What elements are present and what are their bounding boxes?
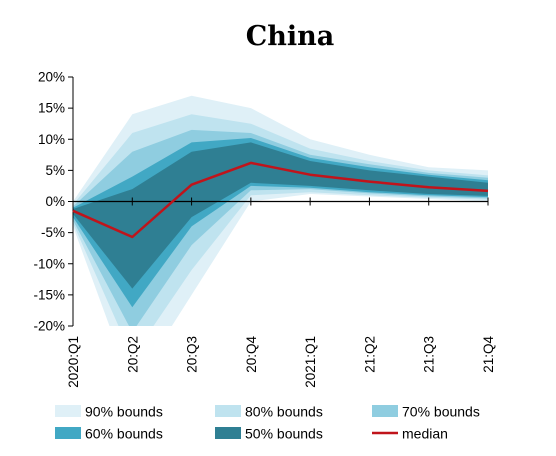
chart-title: China — [246, 21, 335, 52]
y-tick-label: 20% — [38, 70, 65, 85]
legend-label-median: median — [402, 426, 448, 442]
axes: 20% 15% 10% 5% 0% -5% -10% -15% -20%2020:Q1 20:Q2… — [33, 70, 496, 388]
x-tick-label: 2021:Q1 — [303, 336, 318, 388]
y-tick-label: -15% — [33, 287, 65, 302]
y-tick-label: 10% — [38, 132, 65, 147]
x-tick-label: 20:Q4 — [244, 336, 259, 373]
legend-label-90--bounds: 90% bounds — [85, 404, 163, 420]
y-tick-label: -5% — [41, 225, 65, 240]
fan-bands — [73, 95, 488, 326]
median-line — [72, 161, 489, 239]
legend-swatch-70--bounds — [372, 405, 398, 417]
y-tick-label: 5% — [45, 163, 65, 178]
legend-label-60--bounds: 60% bounds — [85, 426, 163, 442]
x-tick-label: 20:Q2 — [125, 336, 140, 373]
legend-label-70--bounds: 70% bounds — [402, 404, 480, 420]
legend-swatch-60--bounds — [55, 427, 81, 439]
y-tick-label: -20% — [33, 319, 65, 334]
y-tick-label: 0% — [45, 194, 65, 209]
legend-swatch-50--bounds — [215, 427, 241, 439]
x-tick-label: 20:Q3 — [185, 336, 200, 373]
legend-label-80--bounds: 80% bounds — [245, 404, 323, 420]
y-tick-label: 15% — [38, 101, 65, 116]
x-tick-label: 2020:Q1 — [66, 336, 81, 388]
legend-label-50--bounds: 50% bounds — [245, 426, 323, 442]
band-50-percent — [73, 142, 488, 289]
x-tick-label: 21:Q4 — [481, 336, 496, 373]
legend-swatch-80--bounds — [215, 405, 241, 417]
median-layer — [72, 161, 489, 239]
legend: 90% bounds 80% bounds 70% bounds 60% bounds… — [55, 404, 480, 442]
x-tick-label: 21:Q3 — [422, 336, 437, 373]
x-tick-label: 21:Q2 — [362, 336, 377, 373]
legend-swatch-90--bounds — [55, 405, 81, 417]
y-tick-label: -10% — [33, 256, 65, 271]
